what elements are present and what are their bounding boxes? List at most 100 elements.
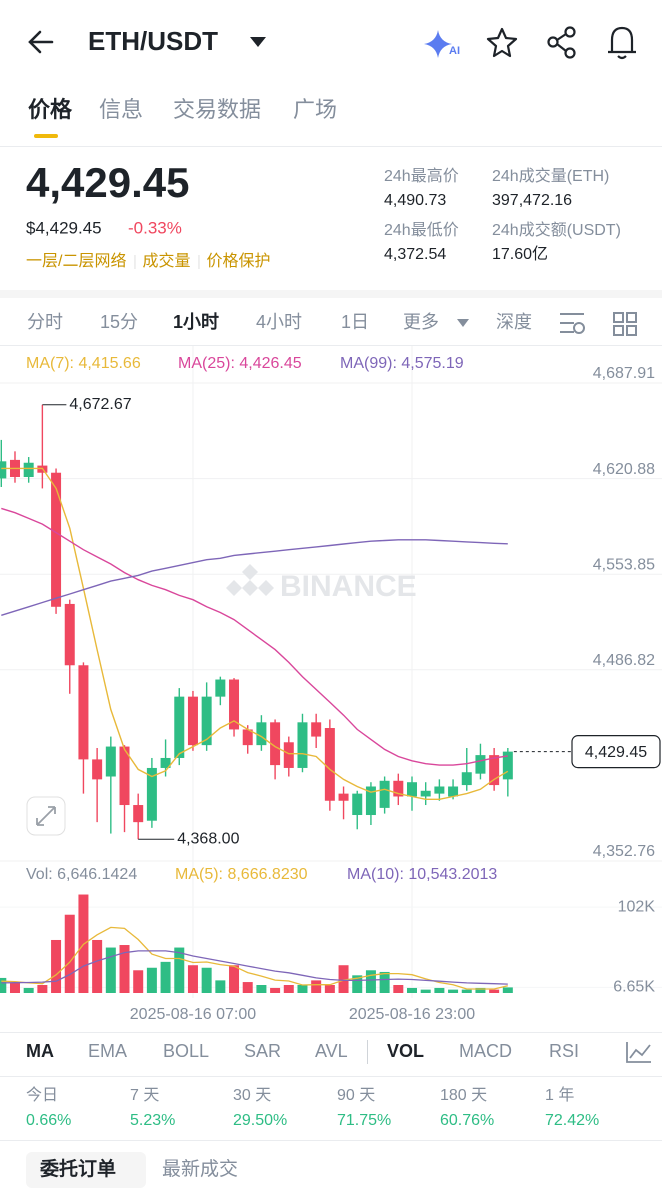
indicator-tab[interactable]: BOLL <box>163 1041 209 1061</box>
interval[interactable]: 4小时 <box>256 312 302 332</box>
indicator-tab[interactable]: RSI <box>549 1041 579 1061</box>
chart-settings-button[interactable] <box>560 313 585 334</box>
pair-dropdown[interactable] <box>250 37 266 47</box>
share-button[interactable] <box>547 26 576 59</box>
divider <box>0 1032 662 1033</box>
candle-body <box>311 722 322 737</box>
volume-bar <box>92 939 103 993</box>
candle-body <box>64 603 75 666</box>
candle-body <box>297 722 308 768</box>
ma-line <box>1 467 509 800</box>
indicator-tab[interactable]: MA <box>26 1041 54 1061</box>
y-tick-label: 4,553.85 <box>593 556 655 573</box>
price-change: -0.33% <box>128 218 182 237</box>
tag[interactable]: 成交量 <box>142 252 190 270</box>
candle-body <box>461 772 472 786</box>
y-tick-label: 4,486.82 <box>593 652 655 669</box>
candle-body <box>146 767 157 821</box>
volume-legend-entry: MA(10): 10,543.2013 <box>347 866 497 883</box>
volume-bar <box>23 987 34 993</box>
candle-body <box>92 759 103 780</box>
stat-value: 4,372.54 <box>384 246 446 263</box>
back-button[interactable] <box>28 30 54 54</box>
period-label: 1 年 <box>545 1086 574 1104</box>
candle-body <box>324 728 335 801</box>
last-price: 4,429.45 <box>26 159 190 206</box>
candle-body <box>283 742 294 768</box>
expand-button[interactable] <box>26 796 66 836</box>
volume-bar <box>448 989 459 993</box>
candle-body <box>78 665 89 760</box>
volume-bar <box>201 967 212 993</box>
volume-bar <box>119 945 130 993</box>
indicator-tab[interactable]: EMA <box>88 1041 127 1061</box>
last-price-label: 4,429.45 <box>585 744 647 761</box>
indicator-tab[interactable]: SAR <box>244 1041 281 1061</box>
interval[interactable]: 分时 <box>27 312 63 332</box>
indicator-settings-button[interactable] <box>626 1042 651 1063</box>
favorite-button[interactable] <box>486 27 518 58</box>
interval[interactable]: 1日 <box>341 312 369 332</box>
volume-bar <box>64 914 75 993</box>
ai-button[interactable]: AI <box>424 30 460 58</box>
volume-legend: Vol: 6,646.1424 <box>26 866 137 883</box>
tag[interactable]: 价格保护 <box>206 252 270 270</box>
watermark-logo <box>226 564 274 596</box>
divider <box>0 290 662 298</box>
period-label: 今日 <box>26 1086 58 1104</box>
volume-bar <box>420 989 431 993</box>
interval[interactable]: 深度 <box>496 312 532 332</box>
candle-body <box>365 786 376 816</box>
interval[interactable]: 更多 <box>403 312 439 332</box>
watermark: BINANCE <box>280 570 417 603</box>
candle-body <box>407 782 417 797</box>
volume-bar <box>311 980 322 993</box>
layout-button[interactable] <box>613 312 637 336</box>
selected-tab-bg <box>26 1152 146 1188</box>
volume-bar <box>133 970 144 993</box>
candle-body <box>174 696 185 758</box>
tab[interactable]: 信息 <box>99 97 143 122</box>
candle-body <box>352 793 363 816</box>
volume-tick-label: 6.65K <box>613 979 655 996</box>
x-tick-label: 2025-08-16 23:00 <box>349 1006 475 1023</box>
candle-body <box>0 461 7 479</box>
bottom-tab[interactable]: 最新成交 <box>162 1158 238 1180</box>
period-label: 7 天 <box>130 1087 159 1104</box>
stat-value: 17.60亿 <box>492 245 548 263</box>
candle-body <box>242 729 253 746</box>
tab[interactable]: 广场 <box>293 97 337 122</box>
tag[interactable]: 一层/二层网络 <box>26 251 126 270</box>
volume-bar <box>9 982 20 993</box>
bottom-tab[interactable]: 委托订单 <box>39 1157 116 1180</box>
indicator-tab[interactable]: VOL <box>387 1041 424 1061</box>
y-tick-label: 4,620.88 <box>593 461 655 478</box>
period-change: 29.50% <box>233 1112 287 1129</box>
volume-bar <box>475 987 486 993</box>
indicator-tab[interactable]: AVL <box>315 1041 348 1061</box>
candle-body <box>229 679 240 730</box>
more-dropdown[interactable] <box>457 319 469 327</box>
pair-title[interactable]: ETH/USDT <box>88 26 218 56</box>
tab[interactable]: 价格 <box>28 97 73 122</box>
interval[interactable]: 15分 <box>100 312 138 332</box>
volume-bar <box>229 965 240 993</box>
stat-label: 24h最低价 <box>384 221 459 239</box>
volume-bar <box>105 947 116 993</box>
usd-price: $4,429.45 <box>26 218 102 237</box>
y-tick-label: 4,352.76 <box>593 843 655 860</box>
volume-bar <box>256 985 267 993</box>
stat-label: 24h最高价 <box>384 167 459 185</box>
interval[interactable]: 1小时 <box>173 312 219 332</box>
candle-body <box>51 472 62 607</box>
candle-body <box>420 790 431 797</box>
indicator-tab[interactable]: MACD <box>459 1041 512 1061</box>
tab[interactable]: 交易数据 <box>173 97 261 122</box>
candle-body <box>448 786 459 797</box>
period-label: 30 天 <box>233 1087 271 1104</box>
volume-bar <box>297 985 308 993</box>
period-change: 71.75% <box>337 1112 391 1129</box>
volume-bar <box>489 989 500 993</box>
alert-button[interactable] <box>608 26 636 60</box>
candle-body <box>393 780 404 797</box>
